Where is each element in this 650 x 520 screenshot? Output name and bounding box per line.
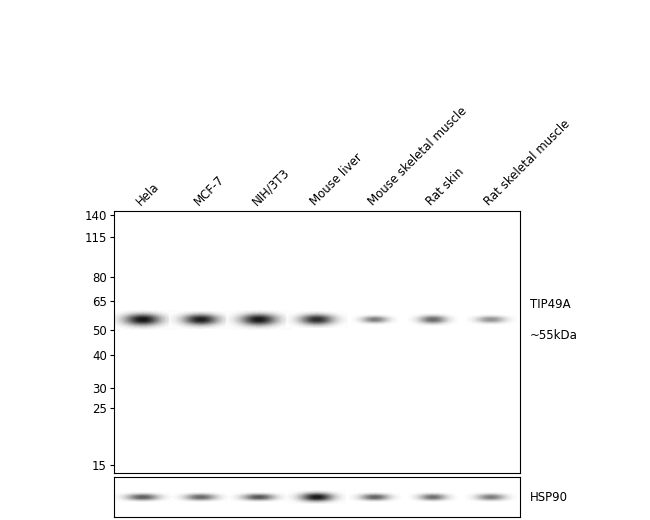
Text: MCF-7: MCF-7 bbox=[192, 173, 227, 208]
Text: Hela: Hela bbox=[134, 180, 162, 208]
Text: ~55kDa: ~55kDa bbox=[530, 329, 578, 342]
Text: Mouse liver: Mouse liver bbox=[307, 151, 365, 208]
Text: HSP90: HSP90 bbox=[530, 491, 568, 503]
Text: Mouse skeletal muscle: Mouse skeletal muscle bbox=[366, 105, 469, 208]
Text: TIP49A: TIP49A bbox=[530, 298, 571, 311]
Text: NIH/3T3: NIH/3T3 bbox=[250, 166, 292, 208]
Text: Rat skeletal muscle: Rat skeletal muscle bbox=[482, 117, 573, 208]
Text: Rat skin: Rat skin bbox=[424, 165, 467, 208]
